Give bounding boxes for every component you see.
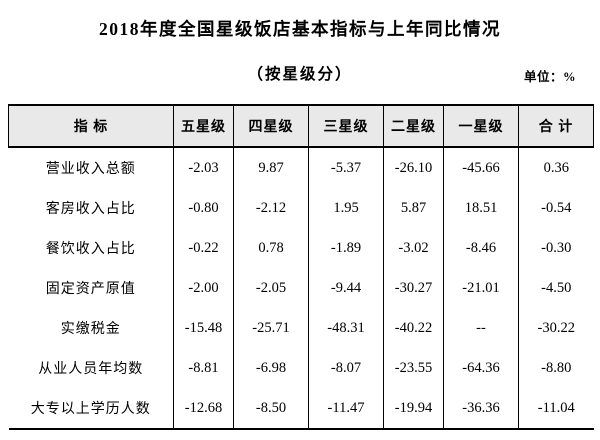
data-cell: -26.10 <box>383 147 444 188</box>
data-cell: -30.27 <box>383 268 444 308</box>
data-cell: -15.48 <box>173 308 234 348</box>
row-label: 固定资产原值 <box>8 268 174 308</box>
data-cell: -1.89 <box>308 228 384 268</box>
table-row: 客房收入占比 -0.80 -2.12 1.95 5.87 18.51 -0.54 <box>8 188 594 228</box>
row-label: 从业人员年均数 <box>8 348 174 388</box>
header-cell-2star: 二星级 <box>383 104 444 148</box>
row-label: 餐饮收入占比 <box>8 228 174 268</box>
data-cell: -30.22 <box>518 308 594 348</box>
data-cell: -5.37 <box>308 147 384 188</box>
data-cell: -3.02 <box>383 228 444 268</box>
data-cell: -8.80 <box>518 348 594 388</box>
data-cell: -0.22 <box>173 228 234 268</box>
stats-table: 指 标 五星级 四星级 三星级 二星级 一星级 合 计 营业收入总额 -2.03… <box>8 104 594 430</box>
table-row: 营业收入总额 -2.03 9.87 -5.37 -26.10 -45.66 0.… <box>8 147 594 188</box>
data-cell: 9.87 <box>233 147 309 188</box>
data-cell: -4.50 <box>518 268 594 308</box>
data-cell: -11.47 <box>308 388 384 430</box>
data-cell: 0.78 <box>233 228 309 268</box>
header-cell-5star: 五星级 <box>173 104 234 148</box>
data-cell: -8.81 <box>173 348 234 388</box>
data-cell: -8.07 <box>308 348 384 388</box>
data-cell: -2.12 <box>233 188 309 228</box>
data-cell: -11.04 <box>518 388 594 430</box>
data-cell: -12.68 <box>173 388 234 430</box>
data-cell: -25.71 <box>233 308 309 348</box>
header-cell-1star: 一星级 <box>443 104 519 148</box>
row-label: 实缴税金 <box>8 308 174 348</box>
header-row: 指 标 五星级 四星级 三星级 二星级 一星级 合 计 <box>8 104 594 148</box>
page-title: 2018年度全国星级饭店基本指标与上年同比情况 <box>99 19 501 39</box>
header-cell-4star: 四星级 <box>233 104 309 148</box>
data-cell: 5.87 <box>383 188 444 228</box>
subtitle-row: （按星级分） 单位：% <box>0 62 600 86</box>
data-cell: -64.36 <box>443 348 519 388</box>
table-row: 大专以上学历人数 -12.68 -8.50 -11.47 -19.94 -36.… <box>8 388 594 430</box>
data-cell: -8.46 <box>443 228 519 268</box>
header-cell-indicator: 指 标 <box>8 104 174 148</box>
data-cell: -48.31 <box>308 308 384 348</box>
header-cell-3star: 三星级 <box>308 104 384 148</box>
data-cell: -40.22 <box>383 308 444 348</box>
data-cell: -8.50 <box>233 388 309 430</box>
unit-label: 单位：% <box>523 70 576 84</box>
data-cell: -0.54 <box>518 188 594 228</box>
row-label: 大专以上学历人数 <box>8 388 174 430</box>
data-cell: 1.95 <box>308 188 384 228</box>
data-cell: -- <box>443 308 519 348</box>
data-cell: -19.94 <box>383 388 444 430</box>
data-cell: -9.44 <box>308 268 384 308</box>
data-cell: 18.51 <box>443 188 519 228</box>
data-cell: -21.01 <box>443 268 519 308</box>
table-row: 从业人员年均数 -8.81 -6.98 -8.07 -23.55 -64.36 … <box>8 348 594 388</box>
data-cell: -36.36 <box>443 388 519 430</box>
table-row: 餐饮收入占比 -0.22 0.78 -1.89 -3.02 -8.46 -0.3… <box>8 228 594 268</box>
data-cell: -2.00 <box>173 268 234 308</box>
table-row: 固定资产原值 -2.00 -2.05 -9.44 -30.27 -21.01 -… <box>8 268 594 308</box>
data-cell: -23.55 <box>383 348 444 388</box>
row-label: 客房收入占比 <box>8 188 174 228</box>
data-cell: -6.98 <box>233 348 309 388</box>
row-label: 营业收入总额 <box>8 147 174 188</box>
header-cell-total: 合 计 <box>518 104 594 148</box>
data-cell: -0.30 <box>518 228 594 268</box>
table-row: 实缴税金 -15.48 -25.71 -48.31 -40.22 -- -30.… <box>8 308 594 348</box>
page-subtitle: （按星级分） <box>247 66 353 83</box>
data-cell: -45.66 <box>443 147 519 188</box>
data-cell: -2.03 <box>173 147 234 188</box>
data-cell: -2.05 <box>233 268 309 308</box>
data-cell: 0.36 <box>518 147 594 188</box>
data-cell: -0.80 <box>173 188 234 228</box>
